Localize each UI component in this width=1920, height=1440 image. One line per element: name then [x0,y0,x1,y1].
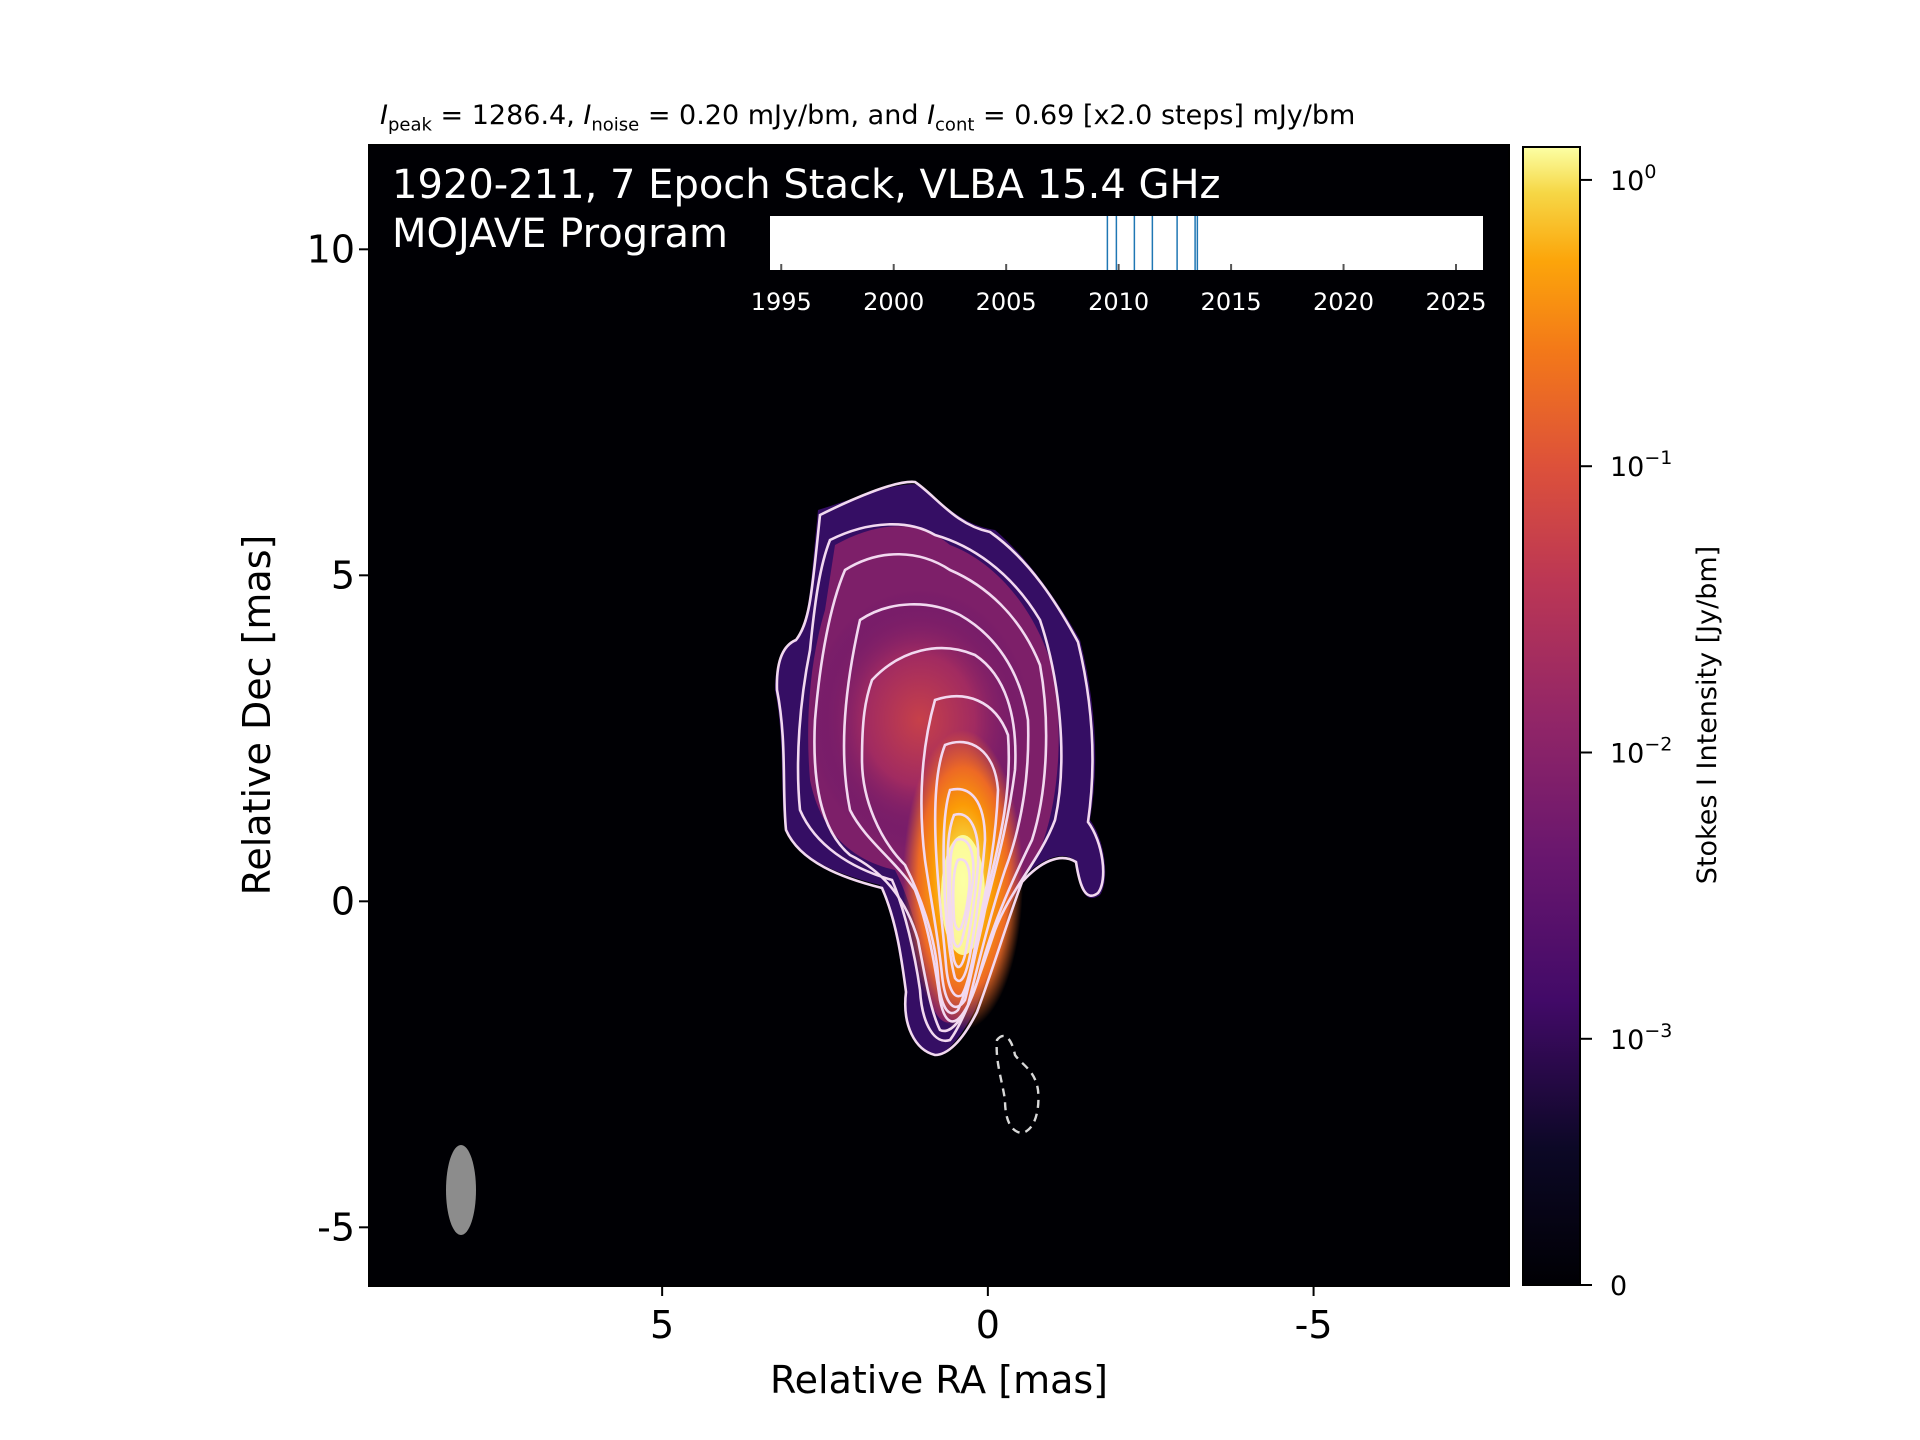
colorbar-tick-base: 10 [1610,166,1644,197]
colorbar-tick-label: 100 [1610,161,1656,197]
contour-level-5 [860,646,1017,1015]
colorbar-tick-base: 0 [1610,1271,1627,1302]
contour-level-9 [946,812,980,969]
contour-level-4 [842,603,1030,1023]
noise-symbol: I [583,100,592,131]
y-tick-label: 0 [331,879,355,923]
colorbar-tick-label: 0 [1610,1271,1627,1302]
x-tick-label: 5 [650,1303,674,1347]
y-tick-label: 5 [331,553,355,597]
contour-level-11 [951,858,971,931]
colorbar-tick-exponent: −1 [1644,447,1672,469]
negative-contour [995,1034,1040,1135]
noise-unit: mJy/bm, and [739,100,928,131]
colorbar-gradient [1523,147,1580,1285]
colorbar-tick-label: 10−1 [1610,447,1672,483]
colorbar-frame [1522,146,1581,1286]
contour-level-6 [920,695,1011,1008]
x-tick-label: 0 [976,1303,1000,1347]
timeline-tick-label: 2015 [1201,288,1262,316]
colorbar-label: Stokes I Intensity [Jy/bm] [1692,546,1723,884]
peak-equals: = [431,100,472,131]
y-tick-label: -5 [317,1205,355,1249]
contour-level-8 [942,787,987,983]
intensity-map [446,480,1106,1235]
y-axis: -5 0 5 10 [307,227,369,1249]
timeline-tick-label: 1995 [751,288,812,316]
timeline-box [770,216,1483,270]
beam-ellipse [446,1145,476,1235]
timeline-tick-label: 2020 [1313,288,1374,316]
panel-frame [368,144,1510,1287]
timeline-ticks: 1995 2000 2005 2010 2015 2020 2025 [751,264,1487,316]
colorbar-tick-label: 10−2 [1610,734,1672,770]
cont-symbol: I [927,100,936,131]
peak-subscript: peak [387,114,432,136]
x-axis: 5 0 -5 [650,1286,1333,1347]
contour-level-10 [948,837,975,948]
colorbar-tick-exponent: −2 [1644,734,1672,756]
contour-level-2 [796,523,1063,1043]
panel-title-line2: MOJAVE Program [392,211,728,257]
colorbar-tick-label: 10−3 [1610,1020,1672,1056]
cont-subscript: cont [935,114,975,136]
noise-equals: = [639,100,680,131]
noise-value: 0.20 [679,100,740,131]
timeline-tick-label: 2005 [976,288,1037,316]
contour-level-7 [933,740,1000,998]
y-axis-label: Relative Dec [mas] [235,535,279,896]
colorbar-tick-base: 10 [1610,452,1644,483]
contours [775,480,1105,1057]
header-separator: , [566,100,584,131]
timeline-tick-label: 2000 [863,288,924,316]
figure-header: Ipeak = 1286.4, Inoise = 0.20 mJy/bm, an… [380,100,1480,135]
colorbar-tick-base: 10 [1610,739,1644,770]
peak-value: 1286.4 [471,100,567,131]
panel-title-line1: 1920-211, 7 Epoch Stack, VLBA 15.4 GHz [392,162,1221,208]
cont-equals: = [974,100,1015,131]
timeline-tick-label: 2010 [1088,288,1149,316]
timeline-tick-label: 2025 [1425,288,1486,316]
contour-level-1 [775,480,1105,1057]
epoch-timeline: 1995 2000 2005 2010 2015 2020 2025 [751,216,1487,316]
noise-subscript: noise [591,114,640,136]
x-axis-label: Relative RA [mas] [770,1358,1108,1402]
colorbar-tick-exponent: 0 [1644,161,1656,183]
colorbar-tick-exponent: −3 [1644,1020,1672,1042]
peak-symbol: I [380,100,388,131]
colorbar-tick-base: 10 [1610,1025,1644,1056]
x-tick-label: -5 [1295,1303,1333,1347]
cont-value: 0.69 [1014,100,1075,131]
cont-steps: [x2.0 steps] mJy/bm [1074,100,1356,131]
y-tick-label: 10 [307,227,355,271]
timeline-epochs [1106,216,1199,270]
